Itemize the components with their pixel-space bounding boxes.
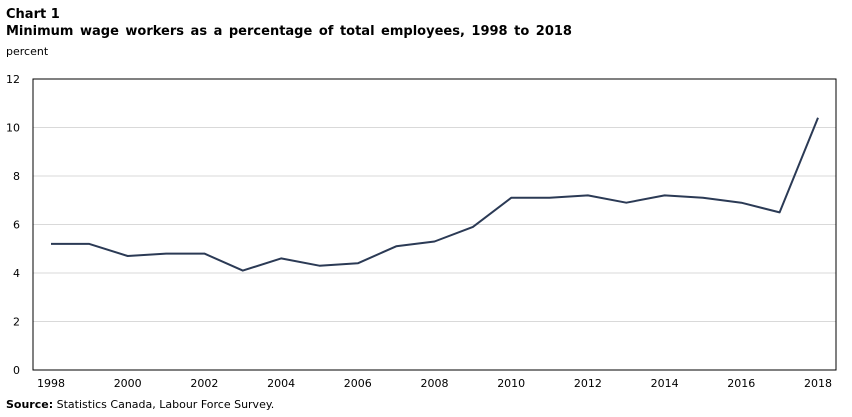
data-point [737,199,745,207]
x-tick-label: 2008 [421,377,449,390]
data-point [814,114,822,122]
series-group [47,114,822,275]
plot-frame [32,78,837,371]
x-tick-label: 2012 [574,377,602,390]
source-note: Source: Statistics Canada, Labour Force … [6,398,274,411]
data-point [315,262,323,270]
data-point [354,259,362,267]
data-point [699,194,707,202]
x-axis-ticks: 1998 2000 2002 2004 2006 2008 2010 2012 2014 2016… [37,377,832,390]
data-point [622,199,630,207]
gridlines [33,127,836,322]
data-point [162,250,170,258]
data-point [661,191,669,199]
y-tick-label: 2 [13,316,20,329]
y-tick-label: 6 [13,219,20,232]
data-point [584,191,592,199]
source-text: Statistics Canada, Labour Force Survey. [53,398,275,411]
data-point [431,237,439,245]
data-point [124,252,132,260]
data-point [239,267,247,275]
x-tick-label: 2004 [267,377,295,390]
y-tick-label: 12 [6,73,20,86]
data-point [546,194,554,202]
x-tick-label: 2002 [190,377,218,390]
chart-label: Chart 1 [6,7,60,22]
data-point [469,223,477,231]
y-tick-label: 0 [13,364,20,377]
y-tick-label: 10 [6,122,20,135]
data-point [200,250,208,258]
y-axis-unit-label: percent [6,45,49,58]
data-point [277,254,285,262]
y-axis-ticks: 0 2 4 6 8 10 12 [6,73,20,377]
y-tick-label: 8 [13,170,20,183]
series-line [51,117,819,272]
data-point [85,240,93,248]
x-tick-label: 2014 [651,377,679,390]
data-point [776,208,784,216]
x-tick-label: 2000 [114,377,142,390]
source-label: Source: [6,398,54,411]
x-tick-label: 1998 [37,377,65,390]
chart-title: Minimum wage workers as a percentage of … [6,24,572,39]
data-point [507,194,515,202]
x-tick-label: 2006 [344,377,372,390]
x-tick-label: 2018 [804,377,832,390]
x-tick-label: 2010 [497,377,525,390]
data-point [392,242,400,250]
x-tick-label: 2016 [727,377,755,390]
data-point [47,240,55,248]
y-tick-label: 4 [13,267,20,280]
